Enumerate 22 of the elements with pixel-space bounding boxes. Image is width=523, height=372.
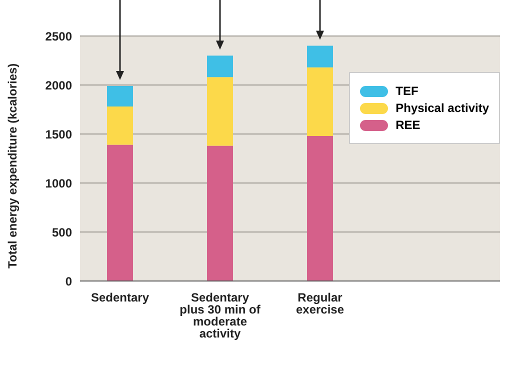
legend-label: REE [396,118,420,132]
legend-label: TEF [396,84,418,98]
x-tick-label: Sedentary plus 30 min of moderate activity [180,290,262,341]
bar [107,86,133,107]
bar [307,46,333,68]
bar [307,136,333,281]
y-tick-label: 1000 [45,176,72,190]
x-tick-label: Sedentary [90,290,150,305]
bar [107,106,133,145]
bar [307,67,333,136]
bar [107,144,133,281]
bar [207,77,233,146]
y-tick-label: 0 [65,274,72,288]
bar [207,56,233,78]
legend-label: Physical activity [396,101,489,115]
y-tick-label: 500 [52,225,72,240]
y-tick-label: 2000 [45,78,72,92]
y-tick-label: 2500 [45,29,72,44]
x-tick-label: Regular exercise [296,290,344,317]
y-tick-label: 1500 [45,127,72,142]
bar [207,146,233,281]
y-axis-title: Total energy expenditure (kcalories) [5,63,20,268]
